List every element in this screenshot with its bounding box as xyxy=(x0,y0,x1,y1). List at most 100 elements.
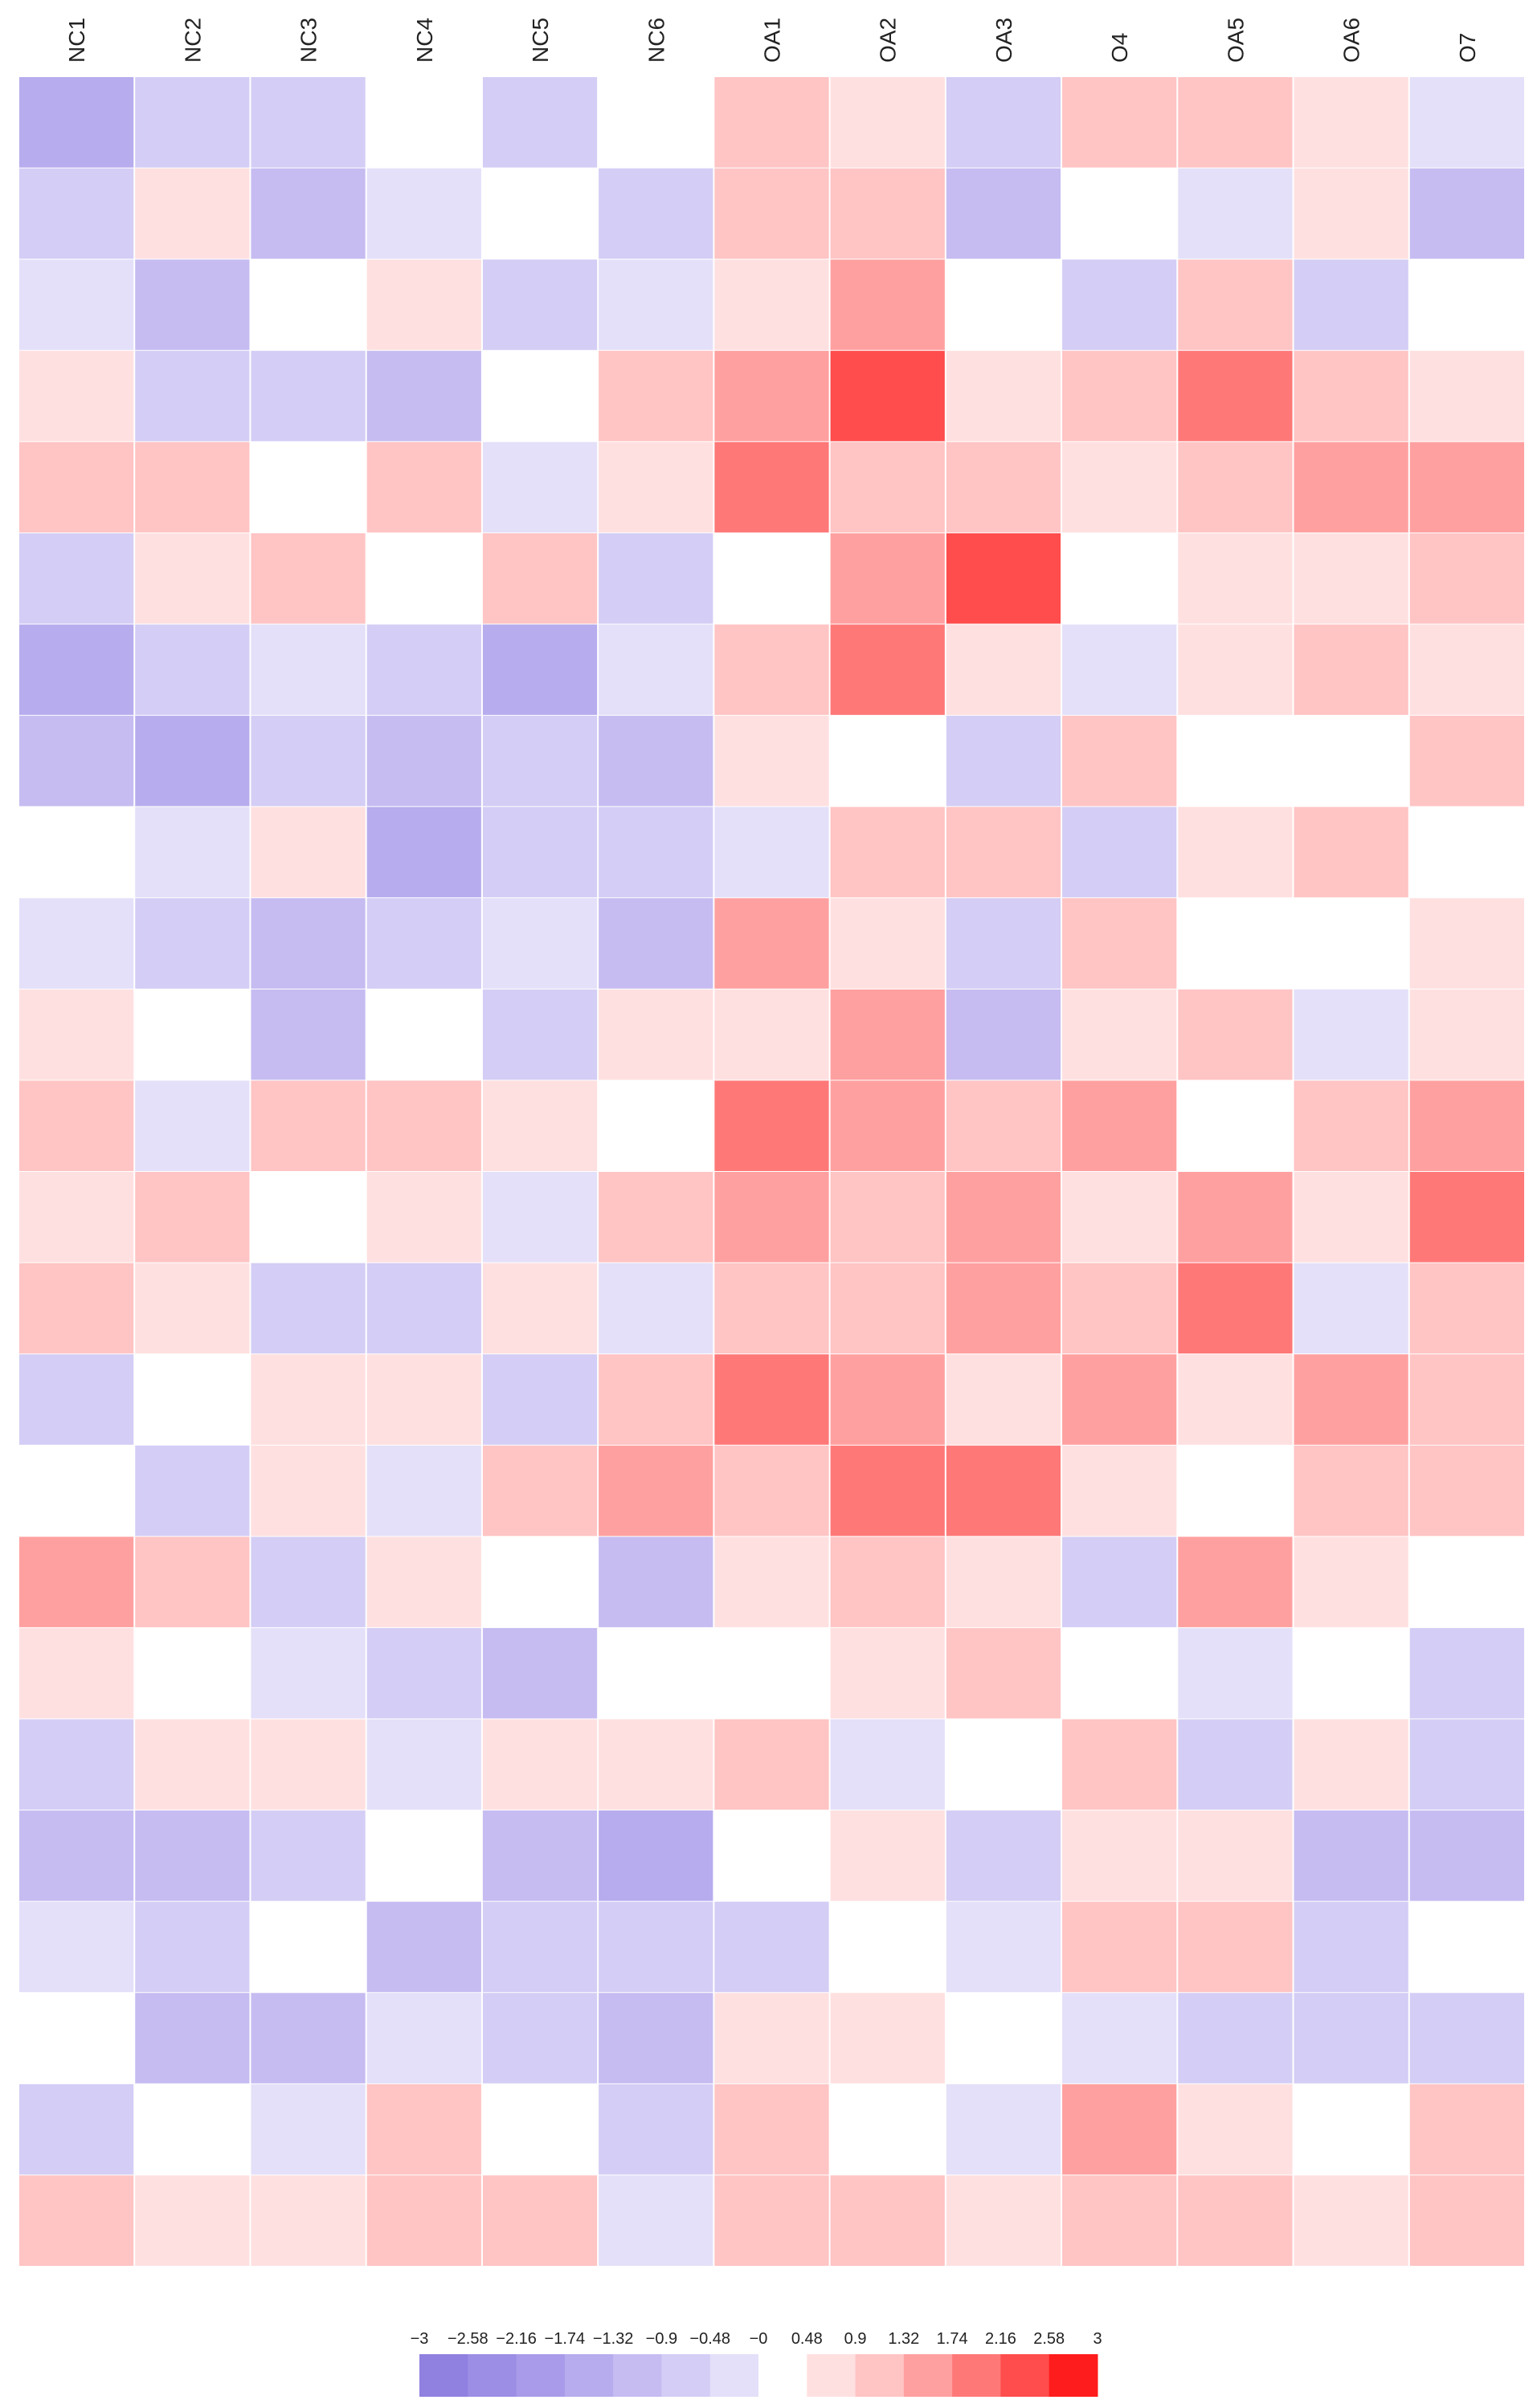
heatmap-cell xyxy=(482,533,598,624)
heatmap-cell xyxy=(714,898,829,989)
heatmap-cell xyxy=(1178,350,1293,442)
heatmap-cell xyxy=(714,533,829,624)
heatmap-cell xyxy=(714,1445,829,1537)
heatmap-cell xyxy=(1409,1719,1524,1810)
heatmap-cell xyxy=(19,2084,134,2175)
heatmap-cell xyxy=(482,1263,598,1354)
heatmap-cell xyxy=(1062,350,1177,442)
colorbar-tick-label: −2.58 xyxy=(448,2330,488,2348)
heatmap-cell xyxy=(482,624,598,716)
heatmap-cell xyxy=(366,1719,481,1810)
heatmap-cell xyxy=(1294,259,1408,350)
heatmap-cell xyxy=(1062,1537,1177,1627)
heatmap-cell xyxy=(482,989,598,1080)
heatmap-cell xyxy=(1062,624,1177,716)
column-label: O7 xyxy=(1455,33,1480,63)
heatmap-cell xyxy=(946,259,1061,350)
heatmap-cell xyxy=(599,2084,713,2175)
heatmap-cell xyxy=(482,168,598,259)
colorbar-swatch xyxy=(564,2354,614,2397)
heatmap-cell xyxy=(1409,624,1524,716)
heatmap-cell xyxy=(482,1537,598,1627)
heatmap-cell xyxy=(251,2175,366,2266)
heatmap-cell xyxy=(1409,533,1524,624)
heatmap-cell xyxy=(19,77,134,168)
heatmap-cell xyxy=(1178,2175,1293,2266)
colorbar-tick-label: −0 xyxy=(750,2330,768,2348)
heatmap-cell xyxy=(714,1627,829,1719)
heatmap-cell xyxy=(946,989,1061,1080)
heatmap-cell xyxy=(599,2175,713,2266)
heatmap-cell xyxy=(366,1080,481,1171)
heatmap-cell xyxy=(599,1627,713,1719)
heatmap-cell xyxy=(946,806,1061,898)
heatmap-cell xyxy=(1294,1445,1408,1537)
heatmap-cell xyxy=(135,168,250,259)
heatmap-cell xyxy=(1409,1263,1524,1354)
heatmap-cell xyxy=(251,806,366,898)
column-label: NC5 xyxy=(528,18,553,63)
heatmap-cell xyxy=(1294,168,1408,259)
heatmap-cell xyxy=(482,716,598,806)
heatmap-cell xyxy=(1294,1354,1408,1445)
heatmap-cell xyxy=(1178,806,1293,898)
heatmap-cell xyxy=(946,168,1061,259)
heatmap-cell xyxy=(714,1993,829,2084)
heatmap-cell xyxy=(135,989,250,1080)
heatmap-cell xyxy=(946,716,1061,806)
heatmap-cell xyxy=(19,1445,134,1537)
heatmap-cell xyxy=(19,806,134,898)
heatmap-cell xyxy=(599,1810,713,1901)
heatmap-cell xyxy=(251,1627,366,1719)
column-label: OA1 xyxy=(760,18,785,63)
heatmap-cell xyxy=(714,1810,829,1901)
heatmap-cell xyxy=(19,898,134,989)
heatmap-cell xyxy=(366,1263,481,1354)
heatmap-cell xyxy=(135,624,250,716)
heatmap-cell xyxy=(946,77,1061,168)
heatmap-cell xyxy=(19,442,134,533)
colorbar-tick-label: −3 xyxy=(411,2330,429,2348)
heatmap-cell xyxy=(1062,533,1177,624)
heatmap-cell xyxy=(135,77,250,168)
heatmap-cell xyxy=(1294,1537,1408,1627)
heatmap-cell xyxy=(366,77,481,168)
heatmap-cell xyxy=(599,1080,713,1171)
heatmap-cell xyxy=(714,259,829,350)
heatmap-cell xyxy=(1062,1627,1177,1719)
heatmap-cell xyxy=(251,1719,366,1810)
heatmap-cell xyxy=(19,989,134,1080)
heatmap-cell xyxy=(482,259,598,350)
heatmap-cell xyxy=(1294,1993,1408,2084)
heatmap-cell xyxy=(1409,1172,1524,1263)
heatmap-cell xyxy=(366,716,481,806)
heatmap-cell xyxy=(482,1627,598,1719)
heatmap-cell xyxy=(251,989,366,1080)
heatmap-cell xyxy=(714,2175,829,2266)
heatmap-cell xyxy=(1294,2084,1408,2175)
heatmap-cell xyxy=(251,77,366,168)
heatmap-cell xyxy=(135,259,250,350)
heatmap-cell xyxy=(1062,989,1177,1080)
colorbar-swatch xyxy=(855,2354,905,2397)
heatmap-cell xyxy=(482,898,598,989)
heatmap-cell xyxy=(135,2084,250,2175)
heatmap-cell xyxy=(251,898,366,989)
heatmap-cell xyxy=(1178,442,1293,533)
heatmap-cell xyxy=(830,168,945,259)
heatmap-cell xyxy=(1178,624,1293,716)
heatmap-cell xyxy=(1062,1172,1177,1263)
heatmap-cell xyxy=(1409,1354,1524,1445)
heatmap-cell xyxy=(1409,2084,1524,2175)
heatmap-cell xyxy=(19,1810,134,1901)
heatmap-cell xyxy=(599,1993,713,2084)
heatmap-cell xyxy=(1178,533,1293,624)
column-label: OA6 xyxy=(1339,18,1364,63)
column-label: NC4 xyxy=(412,18,437,63)
heatmap-cell xyxy=(251,259,366,350)
heatmap-cell xyxy=(946,533,1061,624)
heatmap-cell xyxy=(135,442,250,533)
heatmap-cell xyxy=(714,1719,829,1810)
heatmap-cell xyxy=(1178,168,1293,259)
